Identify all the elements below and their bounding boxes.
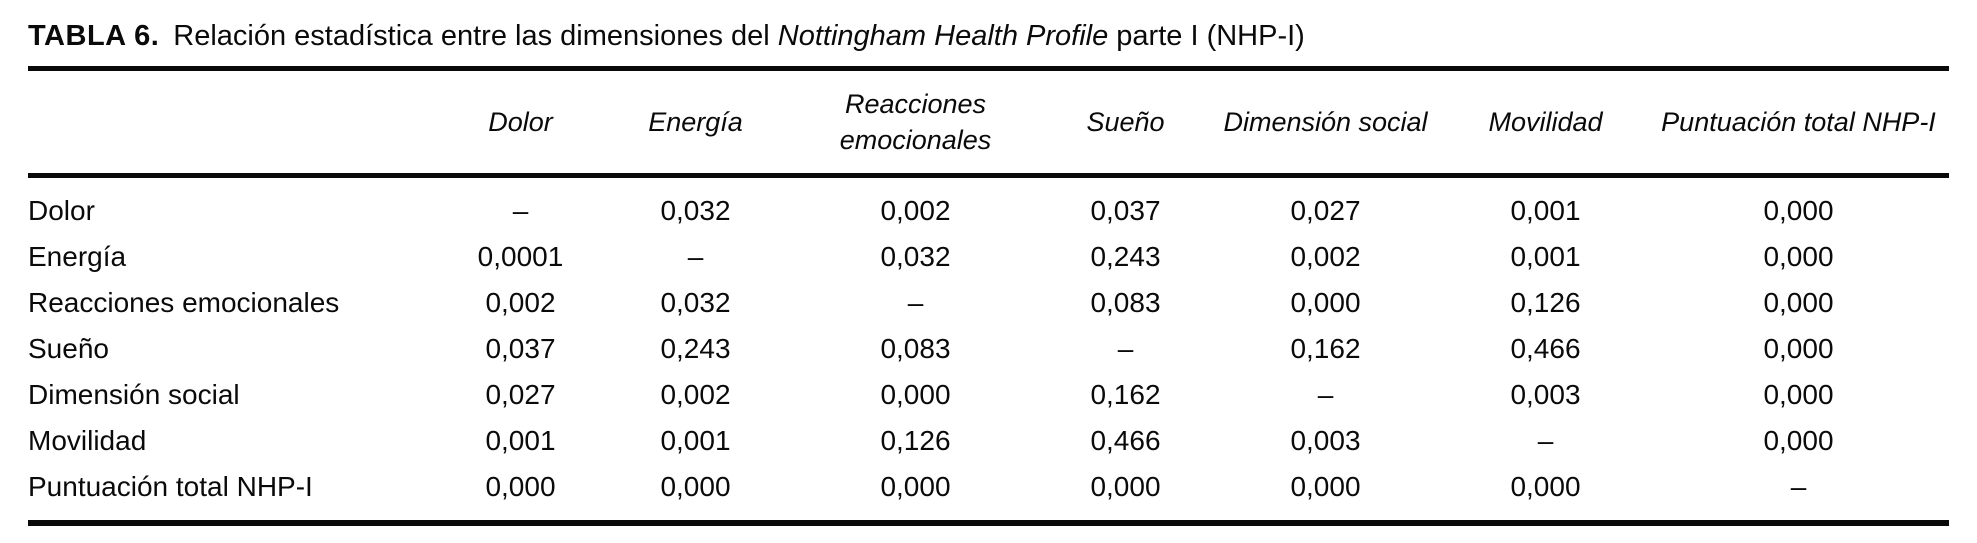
cell-value: 0,126 [880,424,951,456]
cell-value: 0,000 [1290,470,1361,502]
cell-value: 0,032 [660,194,731,226]
header-row: Dolor Energía Reacciones emocionales Sue… [28,71,1949,178]
row-label: Dolor [28,194,95,226]
cell-value: 0,000 [1510,470,1581,502]
row-label: Movilidad [28,424,147,456]
cell-value: 0,000 [1763,194,1834,226]
cell-value: 0,003 [1510,378,1581,410]
cell-value: 0,001 [1510,240,1581,272]
cell-value: – [687,240,704,272]
cell-value: 0,002 [485,286,556,318]
cell-value: 0,000 [880,470,951,502]
table-row: Sueño 0,037 0,243 0,083 – 0,162 0,466 0,000 [28,326,1949,372]
cell-value: 0,000 [1763,240,1834,272]
cell-value: 0,162 [1090,378,1161,410]
cell-value: 0,000 [1763,286,1834,318]
cell-value: 0,243 [1090,240,1161,272]
cell-value: 0,001 [1510,194,1581,226]
table-caption-text: Relación estadística entre las dimension… [173,20,778,52]
cell-value: 0,000 [1763,424,1834,456]
table-row: Puntuación total NHP-I 0,000 0,000 0,000 0,0… [28,464,1949,510]
cell-value: 0,162 [1290,332,1361,364]
cell-value: 0,243 [660,332,731,364]
cell-value: 0,002 [1290,240,1361,272]
cell-value: 0,003 [1290,424,1361,456]
table-caption-number: TABLA 6. [28,20,160,52]
cell-value: 0,001 [485,424,556,456]
cell-value: 0,027 [485,378,556,410]
row-label: Puntuación total NHP-I [28,470,313,502]
cell-value: 0,000 [1290,286,1361,318]
header-cell-puntuacion-total: Puntuación total NHP-I [1648,71,1949,178]
top-rule [28,66,1949,71]
table-header: Dolor Energía Reacciones emocionales Sue… [28,71,1949,178]
cell-value: 0,000 [660,470,731,502]
header-cell-dimension-social: Dimensión social [1208,71,1443,178]
row-label: Energía [28,240,127,272]
table-row: Dimensión social 0,027 0,002 0,000 0,162 – 0,0… [28,372,1949,418]
header-cell-movilidad: Movilidad [1443,71,1648,178]
cell-value: 0,126 [1510,286,1581,318]
cell-value: – [1790,470,1807,502]
cell-value: – [512,194,529,226]
cell-value: – [1117,332,1134,364]
cell-value: 0,032 [880,240,951,272]
cell-value: 0,466 [1090,424,1161,456]
bottom-rule [28,519,1949,526]
header-cell-empty [28,71,438,178]
table-caption: TABLA 6. Relación estadística entre las d… [28,14,1949,58]
cell-value: 0,000 [1763,332,1834,364]
row-label: Dimensión social [28,378,240,410]
cell-value: – [1537,424,1554,456]
table-row: Reacciones emocionales 0,002 0,032 – 0,083 0,… [28,280,1949,326]
cell-value: – [1317,378,1334,410]
header-cell-energia: Energía [603,71,788,178]
row-label: Sueño [28,332,109,364]
row-label: Reacciones emocionales [28,286,340,318]
cell-value: 0,000 [485,470,556,502]
cell-value: 0,000 [1090,470,1161,502]
cell-value: 0,001 [660,424,731,456]
table-row: Movilidad 0,001 0,001 0,126 0,466 0,003 – 0,000 [28,418,1949,464]
cell-value: 0,000 [1763,378,1834,410]
table-row: Dolor – 0,032 0,002 0,037 0,027 0,001 0,000 [28,175,1949,234]
header-cell-dolor: Dolor [438,71,603,178]
table-caption-italic-title: Nottingham Health Profile [777,20,1109,52]
cell-value: 0,083 [1090,286,1161,318]
header-cell-reacciones-emocionales: Reacciones emocionales [788,71,1043,178]
table-caption-text-after: parte I (NHP-I) [1108,20,1305,52]
table-body: Dolor –0,032 0,002 0,037 0,027 0,001 0,000 Ener… [28,175,1949,510]
cell-value: 0,027 [1290,194,1361,226]
cell-value: 0,466 [1510,332,1581,364]
cell-value: 0,037 [485,332,556,364]
cell-value: 0,083 [880,332,951,364]
cell-value: 0,0001 [477,240,564,272]
cell-value: 0,002 [880,194,951,226]
cell-value: – [907,286,924,318]
header-cell-sueno: Sueño [1043,71,1208,178]
cell-value: 0,032 [660,286,731,318]
statistics-table: Dolor Energía Reacciones emocionales Sue… [28,71,1949,510]
table-row: Energía 0,0001 – 0,032 0,243 0,002 0,001 0,000 [28,234,1949,280]
cell-value: 0,002 [660,378,731,410]
cell-value: 0,037 [1090,194,1161,226]
cell-value: 0,000 [880,378,951,410]
